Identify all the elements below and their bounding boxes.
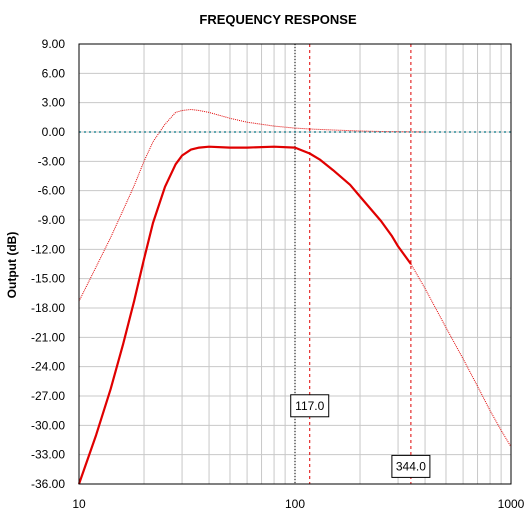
x-tick-label: 100: [285, 497, 305, 511]
y-tick-label: -24.00: [31, 360, 65, 374]
y-tick-label: -15.00: [31, 272, 65, 286]
y-tick-label: -9.00: [38, 213, 66, 227]
series-line-thin: [78, 108, 426, 302]
y-tick-label: 6.00: [42, 66, 66, 80]
marker-label: 117.0: [295, 399, 324, 413]
y-tick-label: -12.00: [31, 242, 65, 256]
series-group: [77, 108, 512, 485]
x-tick-label: 10: [72, 497, 86, 511]
y-tick-label: 9.00: [42, 37, 66, 51]
y-tick-label: -6.00: [38, 184, 66, 198]
y-tick-label: -30.00: [31, 418, 65, 432]
plot-frame: [78, 43, 512, 485]
y-tick-label: -33.00: [31, 448, 65, 462]
y-tick-label: -21.00: [31, 330, 65, 344]
marker-label-box: [391, 454, 431, 478]
x-tick-labels: 10 100 1000: [72, 497, 524, 511]
marker-label: 344.0: [396, 459, 426, 473]
y-tick-labels: 9.00 6.00 3.00 0.00 -3.00 -6.00 -9.00 -12.00 -15…: [31, 37, 65, 491]
y-tick-label: -18.00: [31, 301, 65, 315]
y-tick-label: 0.00: [42, 125, 66, 139]
series-line-solid: [77, 145, 412, 485]
y-tick-label: 3.00: [42, 96, 66, 110]
y-axis-label: Output (dB): [5, 232, 19, 299]
marker-label-box: [290, 394, 330, 418]
x-tick-label: 1000: [498, 497, 525, 511]
y-tick-label: -3.00: [38, 154, 66, 168]
series-line-thin: [410, 263, 512, 448]
marker-group: 117.0 344.0: [290, 44, 431, 484]
y-tick-label: -36.00: [31, 477, 65, 491]
y-tick-label: -27.00: [31, 389, 65, 403]
chart-title: FREQUENCY RESPONSE: [199, 12, 357, 27]
